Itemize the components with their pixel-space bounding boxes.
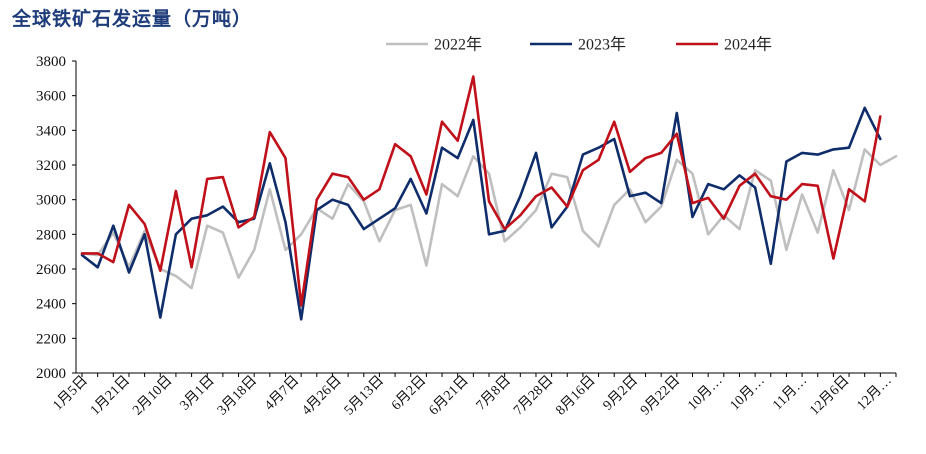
y-tick-label-3400: 3400	[36, 123, 66, 139]
series-line-2023年	[80, 106, 882, 321]
series-line-2024年	[80, 75, 882, 307]
x-tick-label-6月2日: 6月2日	[388, 373, 429, 414]
chart-title: 全球铁矿石发运量（万吨）	[12, 8, 253, 30]
x-tick-label-4月26日: 4月26日	[299, 373, 345, 419]
x-tick-label-1月21日: 1月21日	[87, 373, 133, 419]
x-tick-label-7月28日: 7月28日	[510, 373, 556, 419]
x-tick-label-12月-: 12月…	[854, 373, 895, 414]
y-tick-label-3800: 3800	[36, 54, 66, 70]
x-tick-label-10月-: 10月…	[727, 373, 768, 414]
x-tick-label-5月13日: 5月13日	[341, 373, 387, 419]
legend: 2022年 2023年 2024年	[386, 36, 772, 54]
x-tick-label-6月21日: 6月21日	[426, 373, 472, 419]
plot-area	[80, 75, 898, 321]
y-tick-label-3200: 3200	[36, 158, 66, 174]
x-tick-label-3月1日: 3月1日	[177, 373, 218, 414]
y-tick-label-2000: 2000	[36, 366, 66, 382]
series-line-2022年	[80, 148, 898, 290]
x-tick-label-4月7日: 4月7日	[261, 373, 302, 414]
y-tick-label-2200: 2200	[36, 331, 66, 347]
y-tick-label-2800: 2800	[36, 227, 66, 243]
x-tick-label-11月-: 11月…	[770, 373, 811, 414]
y-tick-label-3600: 3600	[36, 89, 66, 105]
y-axis: 2000 2200 2400 2600 2800 3000 3200 3400 3600 3800	[36, 54, 77, 382]
legend-label-2022年: 2022年	[434, 36, 482, 54]
x-tick-label-3月18日: 3月18日	[214, 373, 260, 419]
legend-label-2024年: 2024年	[724, 36, 772, 54]
x-tick-label-8月16日: 8月16日	[553, 373, 599, 419]
x-tick-label-12月6日: 12月6日	[807, 373, 853, 419]
x-tick-label-2月10日: 2月10日	[129, 373, 175, 419]
y-tick-label-2400: 2400	[36, 297, 66, 313]
y-tick-label-2600: 2600	[36, 262, 66, 278]
x-tick-label-9月2日: 9月2日	[600, 373, 641, 414]
x-tick-label-10月-: 10月…	[685, 373, 726, 414]
legend-label-2023年: 2023年	[578, 36, 626, 54]
y-tick-label-3000: 3000	[36, 193, 66, 209]
x-tick-label-9月22日: 9月22日	[637, 373, 683, 419]
x-tick-label-7月8日: 7月8日	[473, 373, 514, 414]
